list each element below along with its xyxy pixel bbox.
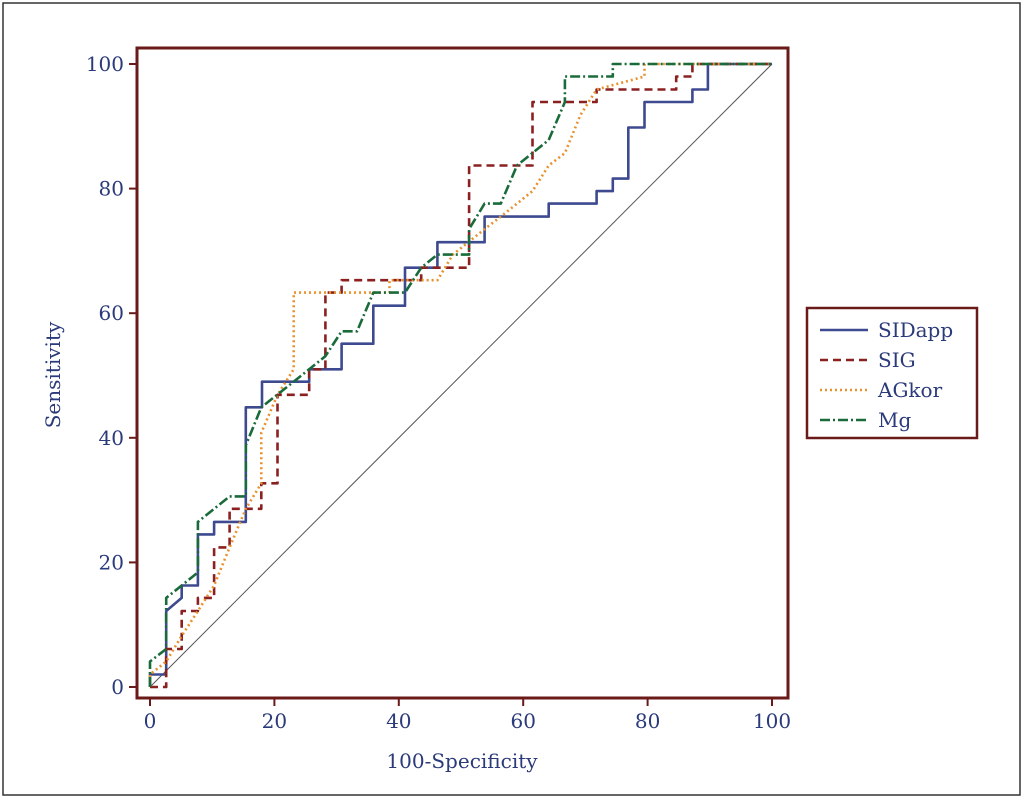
x-axis-ticks: 0 20 40 60 80 100 (144, 698, 791, 733)
y-tick-label: 20 (99, 550, 124, 574)
legend: SIDapp SIG AGkor Mg (805, 306, 979, 440)
legend-entries: SIDapp SIG AGkor Mg (820, 318, 953, 432)
x-tick-label: 0 (144, 709, 157, 733)
x-axis-label: 100-Specificity (386, 749, 538, 773)
y-axis-label: Sensitivity (41, 321, 65, 428)
y-tick-label: 60 (99, 301, 124, 325)
x-tick-label: 60 (510, 709, 535, 733)
y-axis-ticks: 0 20 40 60 80 100 (86, 52, 137, 699)
y-tick-label: 0 (111, 675, 124, 699)
x-tick-label: 100 (753, 709, 791, 733)
legend-label-agkor: AGkor (877, 378, 943, 402)
y-tick-label: 80 (99, 177, 124, 201)
series-line-mg (148, 62, 772, 687)
y-tick-label: 100 (86, 52, 124, 76)
x-tick-label: 80 (635, 709, 660, 733)
x-tick-label: 40 (386, 709, 411, 733)
legend-label-sidapp: SIDapp (878, 318, 953, 342)
x-tick-label: 20 (262, 709, 287, 733)
series-line-sig (150, 62, 772, 689)
reference-diagonal-layer (149, 63, 773, 688)
legend-label-sig: SIG (878, 348, 916, 372)
reference-diagonal-line (149, 63, 773, 688)
legend-label-mg: Mg (878, 408, 911, 432)
y-tick-label: 40 (99, 426, 124, 450)
series-layer (148, 62, 772, 689)
